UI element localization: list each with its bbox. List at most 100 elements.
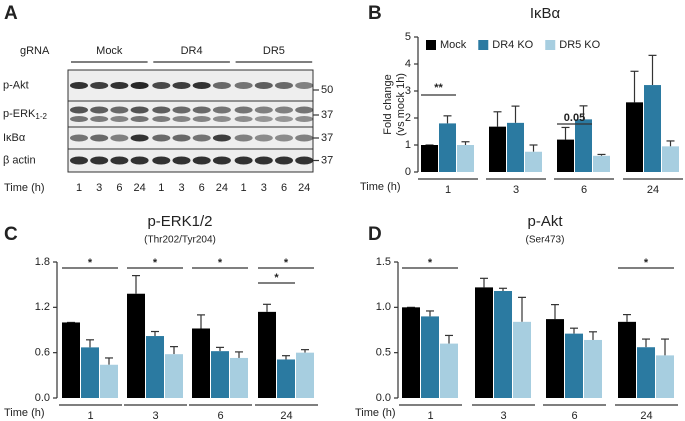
bar: [440, 343, 458, 398]
x-tick-label: 1: [445, 184, 451, 196]
y-axis-label: Fold change: [382, 74, 394, 135]
band: [234, 134, 253, 142]
x-axis-label: Time (h): [4, 407, 45, 419]
band: [70, 134, 88, 142]
band: [295, 106, 314, 114]
significance-label: 0.05: [564, 112, 585, 124]
chart-subtitle: (Thr202/Tyr204): [144, 235, 216, 246]
band: [152, 134, 171, 142]
legend-swatch: [426, 40, 436, 50]
group-label: DR5: [263, 45, 285, 57]
time-tick: 6: [199, 182, 205, 194]
time-tick: 6: [116, 182, 122, 194]
x-tick-label: 6: [581, 184, 587, 196]
band: [275, 134, 293, 142]
x-tick-label: 3: [152, 410, 158, 421]
band: [234, 116, 253, 122]
chart-title: p-ERK1/2: [147, 213, 212, 230]
time-tick: 24: [298, 182, 310, 194]
significance-label: **: [434, 82, 443, 94]
panel-letter: C: [4, 224, 18, 245]
bar: [62, 322, 80, 398]
y-tick-label: 0.5: [376, 347, 391, 359]
bar: [575, 119, 592, 172]
row-label: IκBα: [3, 132, 26, 144]
bar: [618, 321, 636, 398]
bar: [557, 139, 574, 172]
band: [110, 134, 129, 142]
band: [234, 106, 253, 114]
band: [254, 106, 273, 114]
band: [152, 82, 171, 89]
band: [110, 82, 129, 89]
legend-label: DR5 KO: [559, 39, 600, 51]
band: [110, 106, 129, 114]
y-tick-label: 0.6: [35, 347, 50, 359]
band: [295, 116, 314, 122]
band: [212, 106, 231, 114]
row-label-text: p-ERK: [3, 108, 36, 120]
bar: [507, 122, 524, 172]
band: [90, 156, 109, 165]
x-tick-label: 1: [87, 410, 93, 421]
band: [254, 156, 273, 165]
band: [192, 134, 211, 142]
band: [172, 156, 191, 165]
band: [192, 106, 211, 114]
significance-label: *: [644, 257, 649, 269]
legend-swatch: [478, 40, 489, 50]
bar: [81, 347, 99, 398]
significance-label: *: [153, 257, 158, 269]
bar: [211, 351, 229, 398]
group-label: DR4: [181, 45, 203, 57]
band: [295, 156, 314, 165]
y-tick-label: 5: [405, 31, 411, 43]
y-tick-label: 3: [405, 85, 411, 97]
blot-frame: [67, 100, 314, 128]
band: [275, 82, 293, 89]
bar: [584, 339, 602, 398]
bar: [421, 316, 439, 398]
bar: [637, 347, 655, 398]
x-axis-label: Time (h): [360, 181, 401, 193]
band: [192, 116, 211, 122]
bar: [513, 321, 531, 398]
significance-label: *: [218, 257, 223, 269]
row-label: β actin: [3, 154, 36, 166]
x-tick-label: 6: [571, 410, 577, 421]
grna-label: gRNA: [20, 45, 50, 57]
band: [152, 106, 171, 114]
bar: [127, 293, 145, 398]
band: [295, 134, 314, 142]
band: [130, 156, 149, 165]
band: [110, 156, 129, 165]
band: [192, 156, 211, 165]
bar: [494, 291, 512, 398]
time-label: Time (h): [4, 182, 45, 194]
x-tick-label: 3: [500, 410, 506, 421]
mw-label: 37: [321, 109, 333, 121]
band: [70, 156, 88, 165]
row-label-sub: 1-2: [35, 112, 47, 121]
band: [130, 116, 149, 122]
bar: [457, 145, 474, 172]
mw-label: 50: [321, 84, 333, 96]
x-axis-label: Time (h): [355, 407, 396, 419]
y-tick-label: 0.0: [35, 392, 50, 404]
time-tick: 1: [241, 182, 247, 194]
band: [275, 106, 293, 114]
band: [70, 106, 88, 114]
band: [275, 156, 293, 165]
band: [130, 134, 149, 142]
legend-swatch: [545, 40, 556, 50]
mw-label: 37: [321, 154, 333, 166]
y-tick-label: 0.0: [376, 392, 391, 404]
bar: [662, 146, 679, 172]
bar: [296, 352, 314, 398]
legend-label: DR4 KO: [492, 39, 533, 51]
band: [172, 134, 191, 142]
x-tick-label: 3: [513, 184, 519, 196]
band: [90, 82, 109, 89]
band: [275, 116, 293, 122]
band: [130, 82, 149, 89]
